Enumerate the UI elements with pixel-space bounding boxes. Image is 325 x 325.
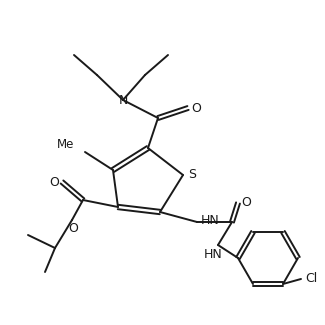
Text: S: S: [188, 168, 196, 181]
Text: Me: Me: [57, 137, 74, 150]
Text: O: O: [241, 197, 251, 210]
Text: HN: HN: [201, 214, 220, 227]
Text: N: N: [118, 94, 128, 107]
Text: O: O: [49, 176, 59, 188]
Text: Cl: Cl: [305, 272, 317, 285]
Text: O: O: [68, 223, 78, 236]
Text: O: O: [191, 101, 201, 114]
Text: HN: HN: [204, 249, 222, 262]
